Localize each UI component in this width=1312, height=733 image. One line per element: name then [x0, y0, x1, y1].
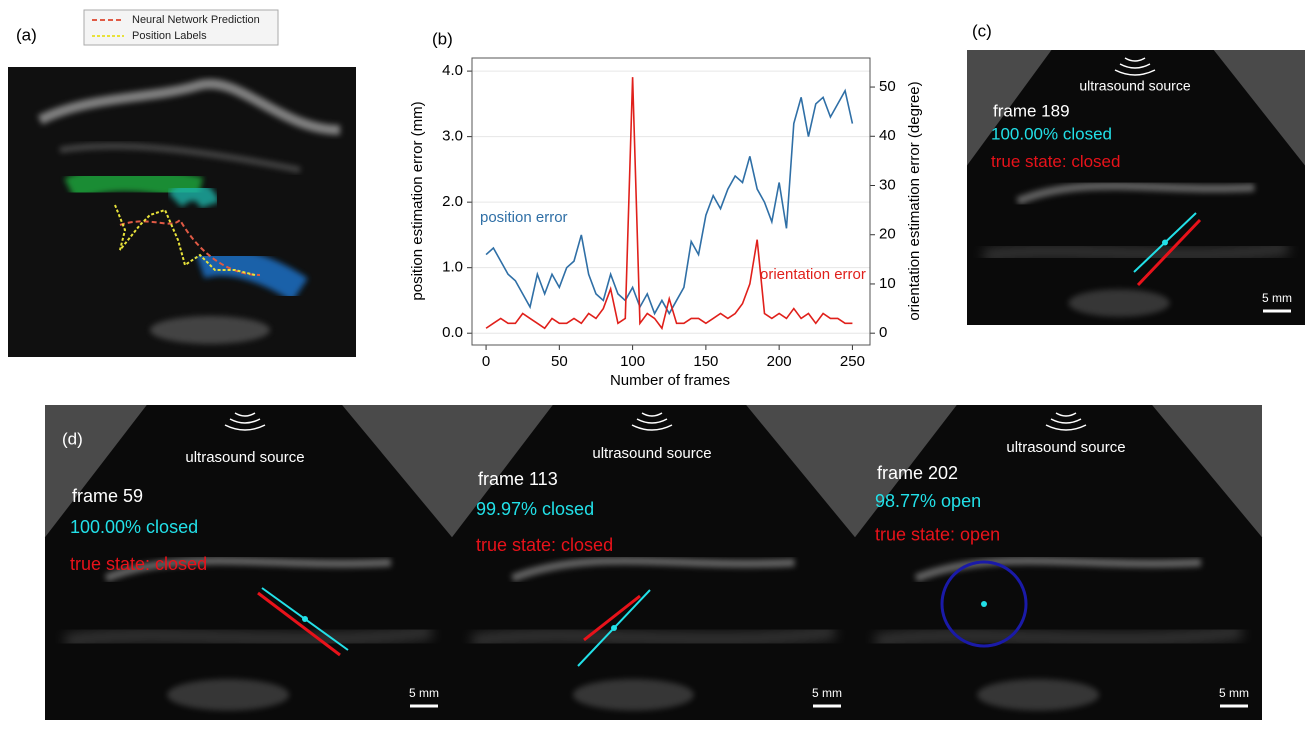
needle-center [981, 601, 987, 607]
panel-a-image [8, 9, 356, 357]
frame-number: frame 59 [72, 486, 143, 506]
x-axis-label: Number of frames [610, 372, 730, 389]
source-label: ultrasound source [185, 449, 304, 466]
source-wave [1045, 424, 1087, 431]
source-wave [229, 418, 261, 424]
scale-label: 5 mm [409, 686, 439, 700]
source-wave [1119, 63, 1151, 69]
true-state: true state: open [875, 524, 1000, 544]
plot-frame [471, 57, 871, 346]
frames: ultrasound source frame 189 100.00% closed… [45, 50, 1305, 720]
prediction: 100.00% closed [991, 124, 1112, 143]
scale-label: 5 mm [812, 686, 842, 700]
y-tick-label: 1.0 [442, 259, 463, 276]
legend-label: Neural Network Prediction [132, 14, 260, 26]
frame-number: frame 189 [993, 101, 1070, 120]
needle-center [611, 625, 617, 631]
source-label: ultrasound source [592, 445, 711, 462]
source-wave [1124, 57, 1146, 62]
ultrasound-frame: ultrasound source frame 59 100.00% closed t… [45, 405, 452, 720]
ultrasound-frame: ultrasound source frame 113 99.97% closed t… [452, 405, 855, 720]
y-tick-label: 0.0 [442, 324, 463, 341]
y-tick-label: 2.0 [442, 193, 463, 210]
x-tick-label: 250 [840, 353, 865, 370]
plot-area [472, 58, 870, 345]
needle-truth [1136, 218, 1202, 287]
y2-tick-label: 10 [879, 275, 896, 292]
x-tick-label: 200 [767, 353, 792, 370]
y-tick-label: 4.0 [442, 62, 463, 79]
x-tick-label: 100 [620, 353, 645, 370]
ultrasound-frame: ultrasound source frame 189 100.00% closed… [967, 50, 1305, 325]
series-annotation: orientation error [760, 266, 866, 283]
tissue [982, 241, 1290, 264]
frame-number: frame 113 [478, 469, 558, 489]
panel-label: (b) [432, 29, 453, 48]
panel-label: (c) [972, 21, 992, 40]
tissue [510, 556, 795, 582]
source-wave [1055, 412, 1077, 417]
true-state: true state: closed [991, 152, 1120, 171]
source-wave [224, 424, 266, 431]
series-line [485, 88, 854, 316]
tissue [1016, 182, 1255, 205]
source-label: ultrasound source [1006, 439, 1125, 456]
true-state: true state: closed [476, 535, 613, 555]
source-label: ultrasound source [1079, 78, 1191, 94]
y2-tick-label: 0 [879, 324, 887, 341]
tissue [1068, 289, 1170, 317]
needle-center [302, 616, 308, 622]
y2-tick-label: 20 [879, 226, 896, 243]
prediction: 98.77% open [875, 491, 981, 511]
legend-label: Position Labels [132, 30, 207, 42]
needle-truth [257, 591, 341, 657]
tissue [914, 556, 1202, 582]
frame-number: frame 202 [877, 463, 958, 483]
source-wave [636, 418, 668, 424]
x-tick-label: 50 [551, 353, 568, 370]
y2-tick-label: 40 [879, 127, 896, 144]
tissue [64, 624, 433, 649]
x-tick-label: 150 [693, 353, 718, 370]
series-annotation: position error [480, 209, 568, 226]
source-wave [1114, 69, 1156, 76]
source-wave [631, 424, 673, 431]
tissue [572, 679, 694, 711]
tissue [104, 556, 392, 582]
y-tick-label: 3.0 [442, 128, 463, 145]
tissue [977, 679, 1100, 711]
tissue [874, 624, 1243, 649]
tissue [167, 679, 290, 711]
y2-axis-label: orientation estimation error (degree) [906, 81, 923, 320]
scale-label: 5 mm [1262, 291, 1292, 305]
y2-tick-label: 50 [879, 78, 896, 95]
ultrasound-frame: ultrasound source frame 202 98.77% open tru… [855, 405, 1262, 720]
source-wave [641, 412, 663, 417]
y-axis-label: position estimation error (mm) [409, 101, 426, 300]
x-tick-label: 0 [482, 353, 490, 370]
chart: 0.0 1.0 2.0 3.0 4.0 0 10 20 30 40 50 0 50 100 150 200 25… [442, 57, 896, 370]
series-line [485, 77, 853, 331]
panel-label: (a) [16, 25, 37, 44]
prediction: 100.00% closed [70, 517, 198, 537]
needle-center [1162, 239, 1168, 246]
source-wave [234, 412, 256, 417]
y2-tick-label: 30 [879, 176, 896, 193]
prediction: 99.97% closed [476, 499, 594, 519]
needle-truth [583, 594, 641, 642]
panel-label: (d) [62, 429, 83, 448]
detection-circle [940, 560, 1028, 648]
true-state: true state: closed [70, 554, 207, 574]
scale-label: 5 mm [1219, 686, 1249, 700]
source-wave [1050, 418, 1082, 424]
tissue [471, 624, 836, 649]
